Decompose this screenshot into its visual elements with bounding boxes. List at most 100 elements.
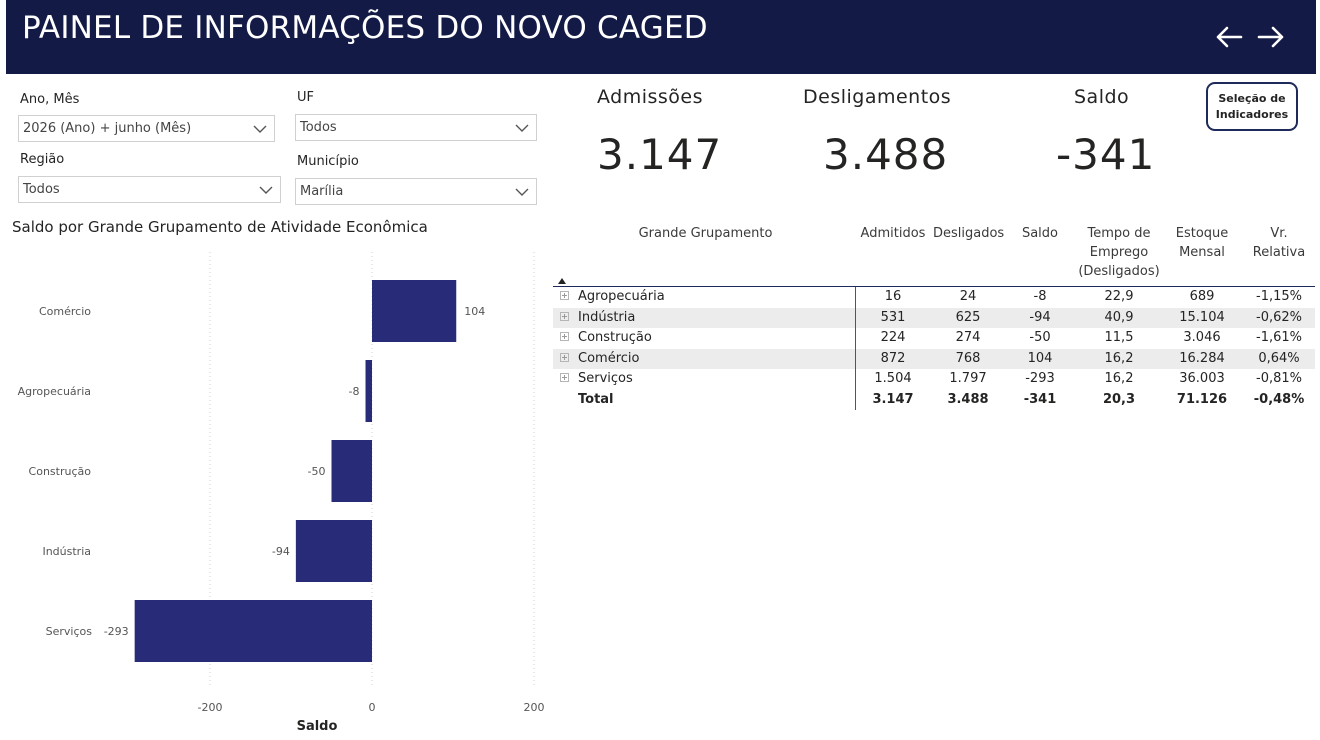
municipio-value: Marília — [300, 184, 344, 199]
cell-vr: -0,62% — [1256, 309, 1302, 325]
cell-estoque: 16.284 — [1179, 350, 1225, 366]
selecao-line2: Indicadores — [1215, 108, 1289, 121]
kpi-admissoes-label: Admissões — [597, 86, 704, 108]
category-label: Agropecuária — [18, 385, 91, 398]
kpi-saldo-value: -341 — [1056, 130, 1156, 179]
cell-estoque: 15.104 — [1179, 309, 1225, 325]
category-label: Construção — [29, 465, 92, 478]
col-tempo-line3: (Desligados) — [1078, 264, 1160, 279]
cell-desligados: 768 — [955, 350, 981, 366]
cell-desligados: 625 — [955, 309, 981, 325]
col-estoque-line2: Mensal — [1179, 245, 1225, 260]
regiao-dropdown[interactable]: Todos — [18, 176, 281, 203]
page-title: PAINEL DE INFORMAÇÕES DO NOVO CAGED — [22, 10, 708, 46]
col-estoque-mensal[interactable]: Estoque Mensal — [1167, 224, 1237, 262]
table-row[interactable]: Indústria 531 625 -94 40,9 15.104 -0,62% — [553, 307, 1315, 328]
chevron-down-icon — [515, 124, 529, 132]
cell-vr: -0,81% — [1256, 371, 1302, 386]
regiao-value: Todos — [23, 182, 60, 197]
cell-tempo: 22,9 — [1104, 289, 1134, 304]
regiao-label: Região — [20, 152, 65, 167]
cell-tempo: 16,2 — [1104, 350, 1134, 366]
cell-desligados: 24 — [959, 289, 977, 304]
chart-title: Saldo por Grande Grupamento de Atividade… — [12, 218, 428, 236]
cell-estoque: 36.003 — [1179, 371, 1225, 386]
municipio-label: Município — [297, 154, 359, 169]
expand-plus-icon[interactable] — [560, 332, 569, 341]
col-tempo-emprego[interactable]: Tempo de Emprego (Desligados) — [1075, 224, 1163, 281]
selecao-indicadores-button[interactable]: Seleção de Indicadores — [1206, 82, 1298, 131]
cell-admitidos: 872 — [880, 350, 906, 366]
cell-admitidos: 531 — [880, 309, 906, 325]
row-name: Serviços — [578, 371, 633, 386]
bar[interactable] — [331, 440, 373, 502]
ano-mes-dropdown[interactable]: 2026 (Ano) + junho (Mês) — [18, 115, 275, 142]
municipio-dropdown[interactable]: Marília — [295, 178, 537, 205]
cell-desligados: 274 — [955, 330, 981, 345]
cell-admitidos: 16 — [884, 289, 902, 304]
value-label: -293 — [104, 625, 129, 638]
ano-mes-label: Ano, Mês — [20, 92, 80, 107]
cell-vr: -1,15% — [1256, 289, 1302, 304]
row-name: Agropecuária — [578, 289, 665, 304]
arrow-left-icon[interactable] — [1214, 22, 1244, 52]
cell-admitidos: 1.504 — [874, 371, 912, 386]
sort-ascending-icon[interactable] — [558, 278, 566, 284]
cell-tempo: 20,3 — [1102, 391, 1136, 407]
x-tick-label: 200 — [524, 701, 545, 714]
saldo-bar-chart: -200 0 200 Comércio 104 Agropecuária -8 Constru… — [18, 252, 545, 734]
value-label: -94 — [272, 545, 290, 558]
selecao-line1: Seleção de — [1218, 92, 1286, 105]
cell-admitidos: 224 — [880, 330, 906, 345]
bar[interactable] — [372, 280, 457, 342]
category-label: Comércio — [39, 305, 91, 318]
value-label: -8 — [349, 385, 360, 398]
header-bar: PAINEL DE INFORMAÇÕES DO NOVO CAGED — [6, 0, 1316, 74]
col-admitidos[interactable]: Admitidos — [860, 226, 926, 241]
table-row[interactable]: Construção 224 274 -50 11,5 3.046 -1,61% — [553, 328, 1315, 349]
cell-saldo: 104 — [1027, 350, 1053, 366]
col-tempo-line1: Tempo de — [1087, 226, 1151, 241]
cell-desligados: 3.488 — [947, 391, 989, 407]
col-grande-grupamento[interactable]: Grande Grupamento — [638, 226, 773, 241]
uf-dropdown[interactable]: Todos — [295, 114, 537, 141]
kpi-desligamentos-value: 3.488 — [823, 130, 949, 179]
uf-value: Todos — [300, 120, 337, 135]
col-vr-line1: Vr. — [1270, 226, 1288, 241]
expand-plus-icon[interactable] — [560, 373, 569, 382]
cell-vr: -1,61% — [1256, 330, 1302, 345]
bar[interactable] — [365, 360, 372, 422]
table-row[interactable]: Comércio 872 768 104 16,2 16.284 0,64% — [553, 348, 1315, 369]
cell-estoque: 71.126 — [1176, 391, 1228, 407]
chevron-down-icon — [253, 125, 267, 133]
row-name: Total — [578, 391, 614, 407]
arrow-right-icon[interactable] — [1256, 22, 1286, 52]
cell-admitidos: 3.147 — [872, 391, 914, 407]
table-row[interactable]: Serviços 1.504 1.797 -293 16,2 36.003 -0,81% — [553, 369, 1315, 390]
bar[interactable] — [295, 520, 372, 582]
cell-saldo: -293 — [1025, 371, 1055, 386]
value-label: 104 — [464, 305, 485, 318]
col-vr-relativa[interactable]: Vr. Relativa — [1248, 224, 1310, 262]
row-name: Construção — [578, 330, 652, 345]
cell-vr: 0,64% — [1258, 350, 1300, 366]
col-desligados[interactable]: Desligados — [933, 226, 1005, 241]
table-body: Agropecuária 16 24 -8 22,9 689 -1,15% Indústria… — [553, 287, 1315, 410]
row-name: Indústria — [578, 309, 636, 325]
expand-plus-icon[interactable] — [560, 352, 569, 362]
x-axis-title: Saldo — [297, 719, 338, 734]
x-tick-label: -200 — [198, 701, 223, 714]
table-row[interactable]: Agropecuária 16 24 -8 22,9 689 -1,15% — [553, 287, 1315, 308]
expand-plus-icon[interactable] — [560, 311, 569, 321]
kpi-admissoes-value: 3.147 — [597, 130, 723, 179]
col-vr-line2: Relativa — [1252, 245, 1306, 260]
kpi-saldo-label: Saldo — [1074, 86, 1130, 108]
expand-plus-icon[interactable] — [560, 291, 569, 300]
kpi-desligamentos-label: Desligamentos — [803, 86, 952, 108]
cell-saldo: -94 — [1029, 309, 1051, 325]
bar[interactable] — [134, 600, 372, 662]
chevron-down-icon — [259, 186, 273, 194]
cell-estoque: 689 — [1189, 289, 1215, 304]
col-saldo[interactable]: Saldo — [1021, 226, 1059, 241]
table-header: Grande Grupamento Admitidos Desligados S… — [553, 218, 1315, 287]
